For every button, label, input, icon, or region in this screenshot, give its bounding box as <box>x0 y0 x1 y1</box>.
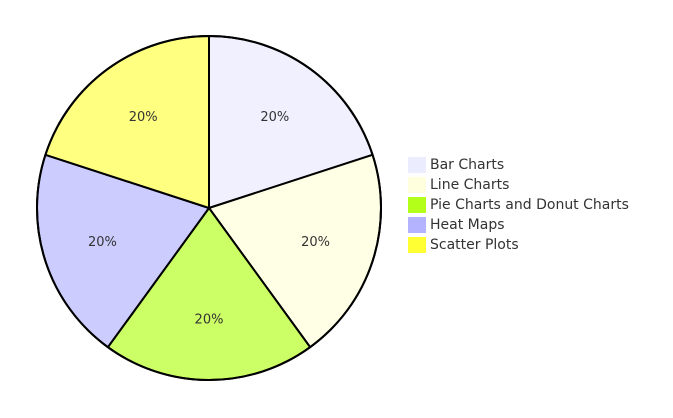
legend-swatch-pie-charts-and-donut-charts <box>408 197 426 213</box>
legend-label-bar-charts: Bar Charts <box>430 157 504 173</box>
slice-label-line-charts: 20% <box>301 235 330 250</box>
legend-swatch-bar-charts <box>408 157 426 173</box>
legend-label-pie-charts-and-donut-charts: Pie Charts and Donut Charts <box>430 197 629 213</box>
slice-label-bar-charts: 20% <box>260 110 289 125</box>
legend-label-scatter-plots: Scatter Plots <box>430 237 519 253</box>
legend-swatch-line-charts <box>408 177 426 193</box>
legend-swatch-scatter-plots <box>408 237 426 253</box>
slice-label-heat-maps: 20% <box>88 235 117 250</box>
legend: Bar Charts Line Charts Pie Charts and Donu… <box>408 157 629 253</box>
pie-outline <box>36 35 382 381</box>
legend-swatch-heat-maps <box>408 217 426 233</box>
slice-label-pie-charts-and-donut-charts: 20% <box>195 313 224 328</box>
slice-labels: 20% 20% 20% 20% 20% <box>88 110 330 328</box>
pie-slices <box>36 35 382 381</box>
slice-label-scatter-plots: 20% <box>129 110 158 125</box>
legend-label-line-charts: Line Charts <box>430 177 509 193</box>
legend-label-heat-maps: Heat Maps <box>430 217 505 233</box>
